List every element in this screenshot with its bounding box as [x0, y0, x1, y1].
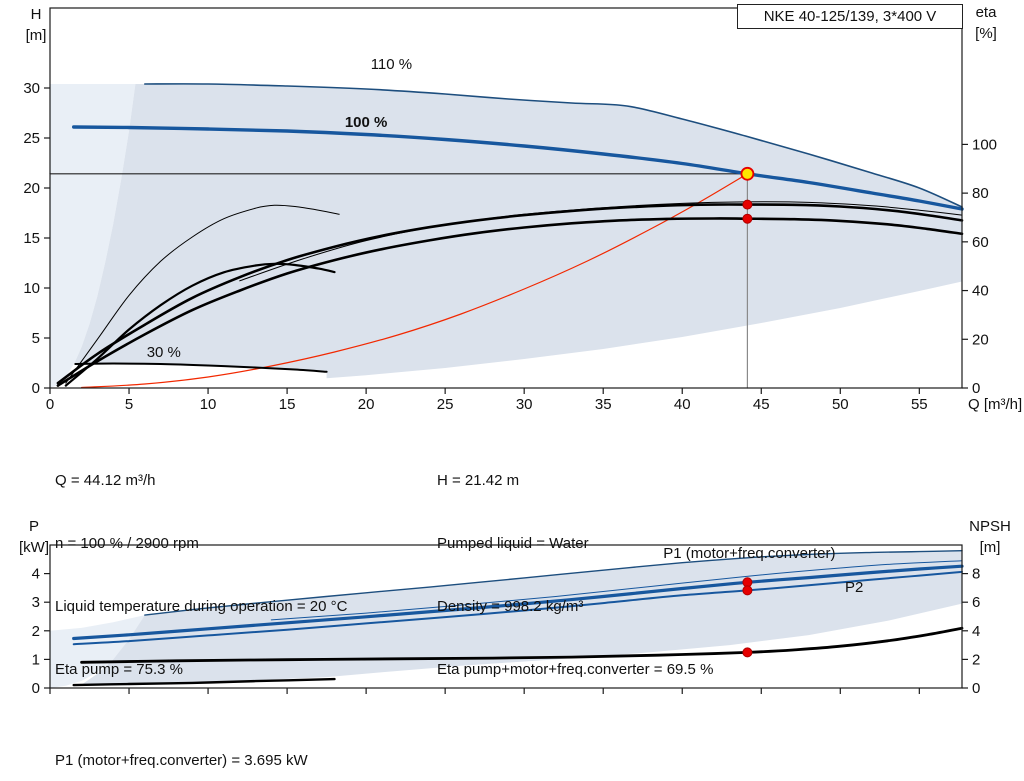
y-tick-left-label: 1 — [32, 651, 40, 668]
eta-total-curve — [56, 217, 964, 387]
eta-pump-curve — [56, 203, 964, 385]
y-tick-right-label: 80 — [972, 185, 989, 202]
y-tick-left-label: 25 — [23, 130, 40, 147]
power-npsh-chart-frame — [49, 544, 963, 689]
duty-info-left: Q = 44.12 m³/h n = 100 % / 2900 rpm Liqu… — [55, 428, 347, 722]
head-axis-unit: [m] — [25, 27, 47, 44]
x-tick-label: 45 — [753, 396, 770, 413]
y-tick-right-label: 40 — [972, 283, 989, 300]
y-tick-left-label: 2 — [32, 623, 40, 640]
eta-pump-value: Eta pump = 75.3 % — [55, 661, 183, 678]
x-tick-label: 5 — [125, 396, 133, 413]
y-tick-right-label: 20 — [972, 331, 989, 348]
duty-info-right: H = 21.42 m Pumped liquid = Water Densit… — [437, 428, 713, 722]
y-tick-right-label: 2 — [972, 651, 980, 668]
label-p1: P1 (motor+freq.converter) — [663, 545, 835, 562]
power-info: P1 (motor+freq.converter) = 3.695 kW P2 … — [55, 708, 308, 781]
y-tick-left-label: 10 — [23, 280, 40, 297]
speed-value: n = 100 % / 2900 rpm — [55, 535, 199, 552]
pump-model-box: NKE 40-125/139, 3*400 V — [737, 4, 963, 29]
head-value: H = 21.42 m — [437, 472, 520, 489]
duty-point[interactable] — [740, 166, 755, 181]
y-tick-left-label: 0 — [32, 380, 40, 397]
npsh-curve — [80, 626, 964, 664]
y-tick-left-label: 4 — [32, 566, 40, 583]
label-110pct: 110 % — [371, 56, 412, 73]
pump-model-label: NKE 40-125/139, 3*400 V — [763, 8, 937, 25]
x-tick-label: 55 — [911, 396, 928, 413]
p2-curve — [72, 570, 963, 646]
power-envelope-light — [50, 615, 145, 688]
density-value: Density = 998.2 kg/m³ — [437, 598, 584, 615]
liquid-temperature-value: Liquid temperature during operation = 20… — [55, 598, 348, 615]
x-tick-label: 30 — [516, 396, 533, 413]
eta-total-reduced-speed — [64, 262, 336, 387]
y-tick-right-label: 4 — [972, 623, 980, 640]
envelope-light — [50, 84, 136, 388]
x-tick-label: 40 — [674, 396, 691, 413]
p1-aux-curve — [270, 560, 963, 621]
y-axis-label-power: P [kW] — [12, 516, 56, 558]
eta-total-point — [742, 213, 753, 224]
x-tick-label: 10 — [200, 396, 217, 413]
p2-point — [742, 585, 753, 596]
npsh-axis-unit: [m] — [979, 539, 1001, 556]
y-tick-left-label: 3 — [32, 594, 40, 611]
npsh-point — [742, 647, 753, 658]
x-tick-label: 35 — [595, 396, 612, 413]
p-min-speed-curve — [72, 677, 336, 687]
power-npsh-chart: 0 1 2 3 4 0 2 4 6 8 P1 (motor+freq.converter) P2 — [32, 544, 980, 697]
x-tick-label: 0 — [46, 396, 54, 413]
y-tick-right-label: 0 — [972, 680, 980, 697]
eta-pump-point — [742, 199, 753, 210]
y-axis-label-eta: eta [%] — [964, 2, 1008, 44]
power-envelope-top-edge — [144, 550, 963, 616]
p1-curve — [72, 564, 964, 641]
npsh-axis-symbol: NPSH — [969, 518, 1011, 535]
qh-curve-110pct — [144, 83, 963, 208]
power-axis-symbol: P — [28, 518, 39, 535]
y-tick-left-label: 20 — [23, 180, 40, 197]
qh-chart: 0 5 10 15 20 25 30 35 40 45 50 55 0 5 10 15 20 25 30 0 20 40 6… — [23, 7, 997, 413]
x-axis-label-flow: Q [m³/h] — [968, 396, 1023, 413]
x-tick-label: 20 — [358, 396, 375, 413]
eta-axis-symbol: eta — [975, 4, 997, 21]
x-tick-label: 50 — [832, 396, 849, 413]
y-tick-left-label: 15 — [23, 230, 40, 247]
y-axis-label-head: H [m] — [16, 4, 56, 46]
label-30pct: 30 % — [147, 344, 181, 361]
pumped-liquid-value: Pumped liquid = Water — [437, 535, 589, 552]
y-tick-right-label: 100 — [972, 136, 997, 153]
flow-value: Q = 44.12 m³/h — [55, 472, 156, 489]
operating-envelope — [74, 84, 962, 379]
y-tick-left-label: 5 — [32, 330, 40, 347]
y-tick-right-label: 0 — [972, 380, 980, 397]
y-tick-right-label: 60 — [972, 234, 989, 251]
affinity-parabola — [81, 173, 748, 389]
qh-eta-chart-frame — [49, 7, 963, 389]
eta-axis-unit: [%] — [975, 25, 997, 42]
y-axis-label-npsh: NPSH [m] — [960, 516, 1020, 558]
x-tick-label: 25 — [437, 396, 454, 413]
p1-value: P1 (motor+freq.converter) = 3.695 kW — [55, 752, 308, 769]
head-axis-symbol: H — [30, 6, 42, 23]
y-tick-left-label: 30 — [23, 80, 40, 97]
label-p2: P2 — [845, 579, 863, 596]
eta-pump-reduced-speed — [65, 204, 340, 384]
x-tick-label: 15 — [279, 396, 296, 413]
power-axis-unit: [kW] — [19, 539, 49, 556]
y-tick-right-label: 8 — [972, 566, 980, 583]
y-tick-right-label: 6 — [972, 594, 980, 611]
qh-curve-100pct — [72, 125, 964, 211]
y-tick-left-label: 0 — [32, 680, 40, 697]
eta-total-value: Eta pump+motor+freq.converter = 69.5 % — [437, 661, 714, 678]
qh-curve-30pct — [74, 362, 328, 373]
label-100pct: 100 % — [345, 114, 388, 131]
